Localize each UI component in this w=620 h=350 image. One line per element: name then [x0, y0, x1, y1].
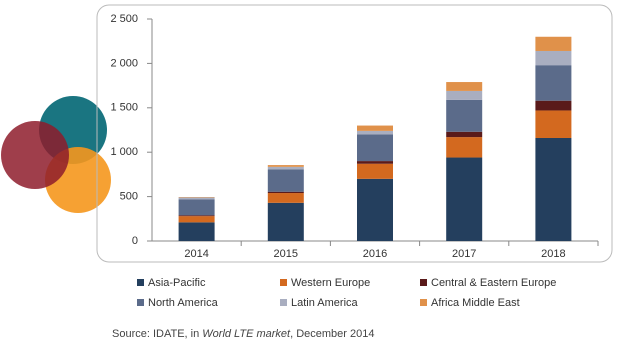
legend-swatch — [280, 299, 287, 306]
bar-segment — [178, 199, 215, 216]
bar-segment — [357, 161, 393, 164]
legend-swatch — [137, 299, 144, 306]
source-note: Source: IDATE, in World LTE market, Dece… — [112, 328, 374, 340]
x-tick-label: 2018 — [541, 248, 565, 260]
x-tick-label: 2016 — [363, 248, 387, 260]
bar-segment — [535, 110, 572, 138]
bar-segment — [535, 50, 572, 66]
bar-segment — [357, 178, 393, 241]
bar-segment — [535, 137, 572, 241]
y-tick-label: 2 000 — [110, 57, 138, 69]
bar-segment — [178, 215, 215, 217]
bar-segment — [357, 130, 393, 135]
bar-segment — [446, 137, 483, 158]
legend-label: Latin America — [291, 297, 359, 309]
bar-segment — [267, 191, 304, 194]
source-suffix: , December 2014 — [290, 328, 374, 340]
bar-segment — [446, 99, 483, 132]
bar-segment — [267, 193, 304, 203]
legend-label: Central & Eastern Europe — [431, 277, 556, 289]
bar-segment — [535, 100, 572, 111]
y-tick-label: 0 — [132, 235, 138, 247]
legend-swatch — [280, 279, 287, 286]
y-tick-label: 1 000 — [110, 146, 138, 158]
bar-segment — [535, 65, 572, 101]
bar-segment — [357, 125, 393, 131]
bar-segment — [267, 165, 304, 167]
legend-label: Western Europe — [291, 277, 370, 289]
y-tick-label: 1 500 — [110, 102, 138, 114]
bar-segment — [357, 134, 393, 162]
deco-circle — [1, 121, 69, 189]
legend-label: Asia-Pacific — [148, 277, 206, 289]
legend-swatch — [420, 299, 427, 306]
bar-segment — [178, 222, 215, 241]
legend-label: Africa Middle East — [431, 297, 520, 309]
bar-segment — [178, 197, 215, 200]
bar-segment — [446, 90, 483, 100]
bar-segment — [178, 216, 215, 223]
bar-segment — [535, 36, 572, 51]
bar-segment — [446, 157, 483, 241]
bar-segment — [267, 202, 304, 241]
x-tick-label: 2017 — [452, 248, 476, 260]
bar-segment — [357, 163, 393, 179]
x-tick-label: 2014 — [184, 248, 208, 260]
y-tick-label: 2 500 — [110, 13, 138, 25]
bar-segment — [446, 82, 483, 91]
bar-segment — [267, 166, 304, 170]
decoration — [1, 96, 111, 213]
bar-segment — [267, 169, 304, 192]
legend-swatch — [420, 279, 427, 286]
x-tick-label: 2015 — [274, 248, 298, 260]
bar-segment — [446, 131, 483, 138]
source-prefix: Source: IDATE, in — [112, 328, 202, 340]
legend-swatch — [137, 279, 144, 286]
legend-label: North America — [148, 297, 219, 309]
plot-frame — [96, 4, 613, 263]
y-tick-label: 500 — [120, 191, 138, 203]
source-italic: World LTE market — [202, 328, 291, 340]
